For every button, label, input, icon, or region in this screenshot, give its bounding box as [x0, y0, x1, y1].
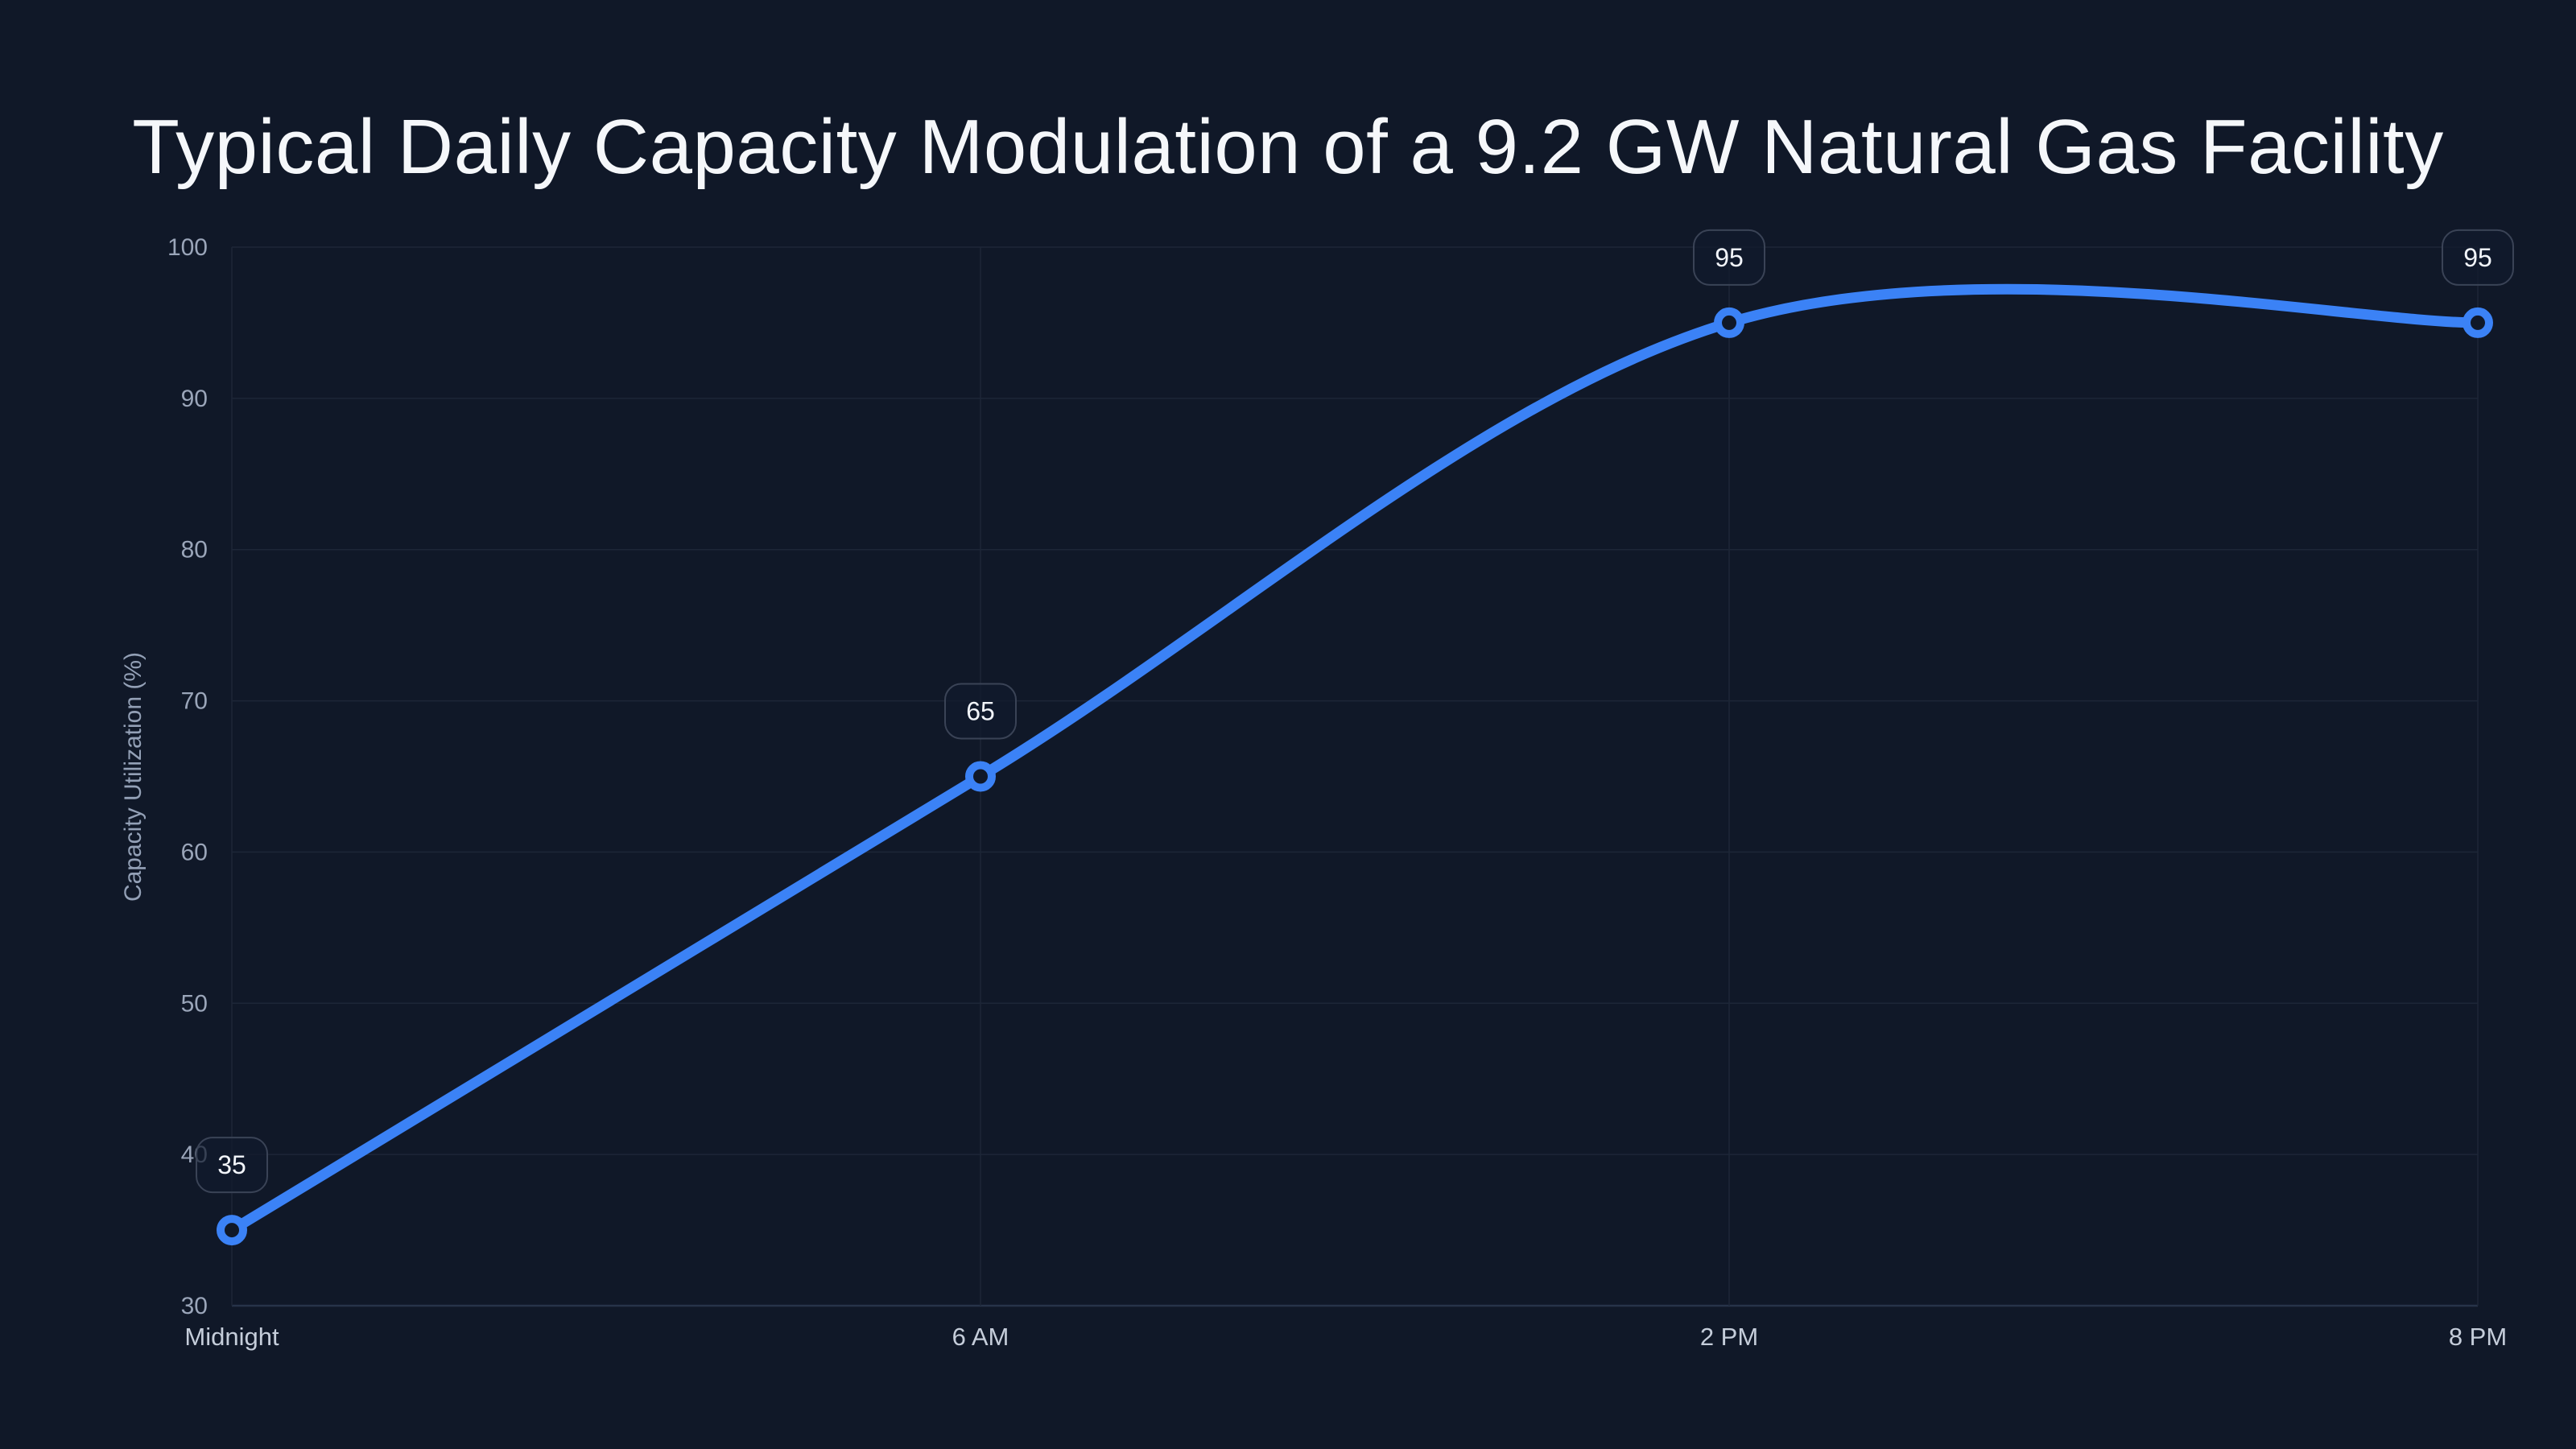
chart-title: Typical Daily Capacity Modulation of a 9… — [132, 104, 2444, 190]
data-label-box — [1693, 229, 1765, 286]
data-label-value: 35 — [217, 1150, 246, 1179]
y-tick-label: 100 — [167, 234, 208, 261]
x-tick-label: 8 PM — [2449, 1323, 2507, 1351]
data-label-value: 95 — [2463, 243, 2492, 272]
data-label-value: 65 — [966, 697, 995, 726]
data-point-marker[interactable] — [2462, 307, 2493, 338]
data-label-box — [196, 1137, 268, 1194]
data-point-marker[interactable] — [1714, 307, 1744, 338]
data-label-value: 95 — [1715, 243, 1744, 272]
data-point-marker[interactable] — [965, 761, 996, 792]
y-tick-label: 90 — [181, 386, 208, 412]
x-tick-label: 2 PM — [1700, 1323, 1758, 1351]
y-tick-label: 60 — [181, 839, 208, 865]
x-tick-label: Midnight — [184, 1323, 279, 1351]
x-tick-label: 6 AM — [952, 1323, 1009, 1351]
data-point-marker[interactable] — [217, 1215, 247, 1246]
data-label-box — [944, 683, 1017, 740]
y-tick-label: 50 — [181, 990, 208, 1017]
y-tick-label: 30 — [181, 1293, 208, 1319]
y-tick-label: 70 — [181, 688, 208, 715]
series-line — [226, 283, 2483, 1236]
y-tick-label: 80 — [181, 537, 208, 564]
data-label-box — [2442, 229, 2514, 286]
